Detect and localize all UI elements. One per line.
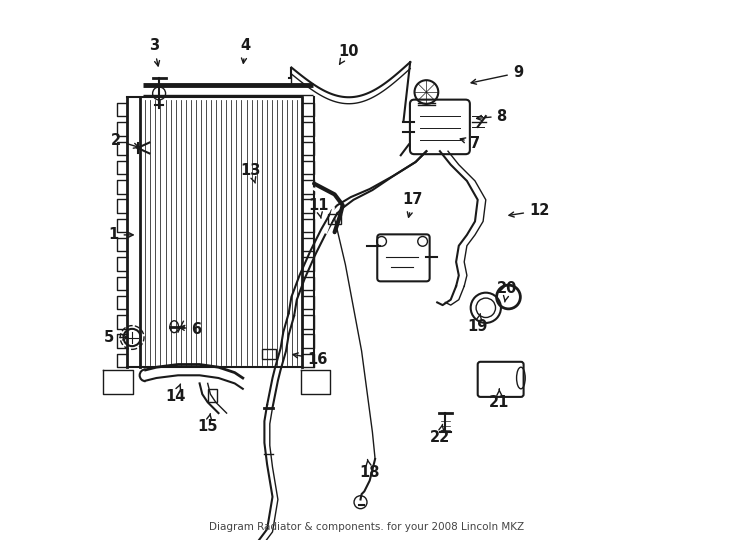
Text: 20: 20 bbox=[497, 281, 517, 302]
Text: 22: 22 bbox=[430, 424, 450, 445]
Text: 8: 8 bbox=[476, 109, 507, 124]
Text: 4: 4 bbox=[241, 38, 250, 63]
Text: 13: 13 bbox=[241, 163, 261, 183]
Text: 19: 19 bbox=[468, 314, 488, 334]
Bar bbox=[328, 214, 341, 224]
Text: 6: 6 bbox=[180, 322, 202, 337]
Text: 17: 17 bbox=[403, 192, 423, 217]
Bar bbox=[262, 349, 276, 359]
Text: 1: 1 bbox=[109, 227, 133, 242]
Text: 5: 5 bbox=[104, 330, 128, 345]
Text: 12: 12 bbox=[509, 203, 549, 218]
Text: 18: 18 bbox=[360, 460, 380, 480]
Text: 16: 16 bbox=[293, 352, 328, 367]
Text: 15: 15 bbox=[197, 414, 218, 434]
Text: 3: 3 bbox=[149, 38, 159, 66]
Text: 10: 10 bbox=[338, 44, 358, 64]
Text: 21: 21 bbox=[489, 389, 509, 410]
Text: 2: 2 bbox=[111, 133, 139, 148]
Text: 14: 14 bbox=[165, 384, 186, 404]
Text: Diagram Radiator & components. for your 2008 Lincoln MKZ: Diagram Radiator & components. for your … bbox=[209, 522, 525, 532]
Text: 7: 7 bbox=[460, 136, 480, 151]
Text: 11: 11 bbox=[308, 198, 329, 218]
Bar bbox=[208, 389, 217, 402]
Text: 9: 9 bbox=[471, 65, 523, 84]
